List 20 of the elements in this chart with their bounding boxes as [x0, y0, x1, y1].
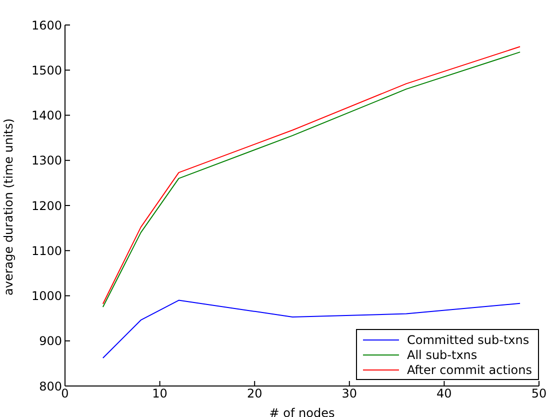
- x-axis-title: # of nodes: [269, 406, 335, 417]
- legend-label: Committed sub-txns: [407, 332, 530, 346]
- y-tick-label: 1500: [31, 63, 62, 78]
- y-tick-label: 1400: [31, 108, 62, 123]
- x-tick-label: 50: [531, 386, 547, 401]
- y-tick-label: 1000: [31, 289, 62, 304]
- legend-label: All sub-txns: [407, 348, 478, 362]
- x-tick-label: 10: [152, 386, 168, 401]
- y-tick-label: 1300: [31, 154, 62, 168]
- y-tick-label: 1100: [31, 244, 62, 258]
- x-tick-label: 40: [436, 386, 452, 401]
- legend-label: After commit actions: [407, 362, 532, 376]
- y-tick-label: 900: [39, 334, 62, 348]
- y-axis-title: average duration (time units): [1, 118, 16, 296]
- y-tick-label: 1600: [31, 18, 62, 32]
- x-tick-label: 30: [342, 386, 358, 401]
- y-tick-label: 1200: [31, 198, 62, 213]
- x-tick-label: 0: [61, 386, 69, 401]
- x-tick-label: 20: [246, 386, 262, 401]
- y-tick-label: 800: [39, 379, 62, 394]
